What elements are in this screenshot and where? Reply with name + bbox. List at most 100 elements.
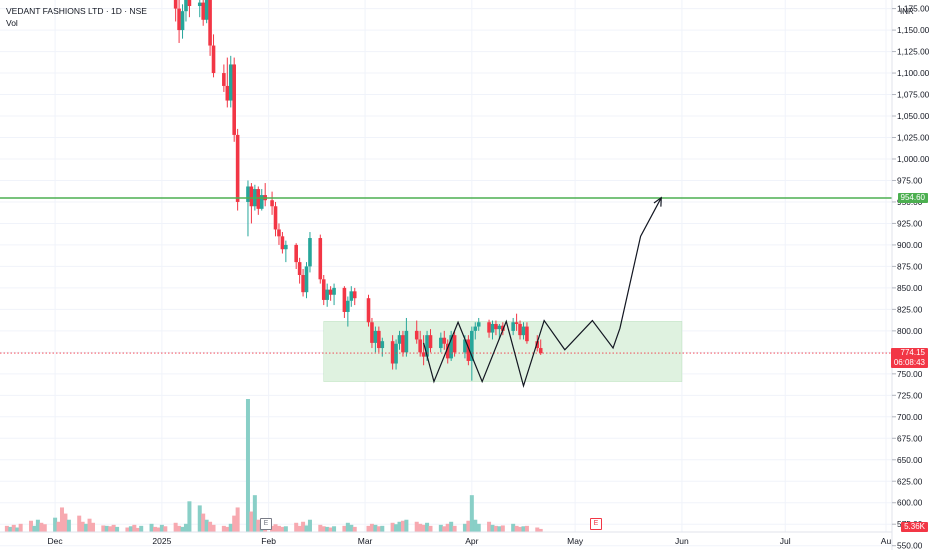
volume-bar: [400, 520, 405, 532]
price-tick-label: 750.00: [897, 369, 923, 379]
volume-bar: [56, 521, 61, 532]
volume-label[interactable]: Vol: [6, 18, 18, 28]
volume-bar: [232, 515, 237, 532]
candle-body: [404, 330, 409, 353]
candle-body: [187, 0, 192, 7]
candle-body: [414, 330, 419, 340]
candle-body: [208, 0, 212, 46]
volume-bar: [445, 523, 450, 532]
volume-bar: [394, 524, 399, 532]
candle-body: [342, 287, 347, 312]
volume-bar: [156, 527, 161, 532]
candle-body: [273, 206, 278, 230]
time-tick-label: Dec: [48, 536, 64, 546]
chart-grid: [0, 0, 892, 547]
time-tick-label: May: [567, 536, 584, 546]
volume-bars: [4, 399, 543, 532]
candle-body: [246, 186, 250, 202]
volume-bar: [438, 524, 443, 532]
candle-body: [332, 287, 336, 295]
candle-body: [325, 289, 329, 300]
candle-body: [476, 322, 481, 327]
volume-bar: [225, 526, 230, 532]
candle-body: [366, 298, 371, 323]
volume-bar: [318, 524, 323, 532]
volume-bar: [211, 524, 216, 532]
volume-bar: [177, 525, 182, 532]
candle-body: [373, 330, 378, 343]
volume-bar: [497, 526, 502, 532]
volume-bar: [428, 525, 433, 532]
price-tick-label: 925.00: [897, 218, 923, 228]
candle-body: [452, 335, 457, 353]
volume-bar: [32, 525, 37, 532]
candle-body: [463, 339, 467, 353]
volume-bar: [152, 526, 157, 532]
price-tick-label: 1,050.00: [897, 111, 930, 121]
volume-bar: [390, 522, 395, 532]
volume-bar: [245, 399, 250, 532]
price-tick-label: 850.00: [897, 283, 923, 293]
candle-body: [225, 85, 230, 101]
volume-bar: [452, 525, 457, 532]
candle-body: [428, 335, 433, 349]
volume-bar: [80, 521, 85, 532]
volume-bar: [77, 515, 82, 532]
volume-bar: [53, 517, 58, 532]
candle-body: [184, 0, 188, 12]
volume-bar: [87, 518, 92, 532]
volume-bar: [187, 501, 192, 532]
candle-body: [439, 337, 443, 349]
volume-bar: [101, 525, 106, 532]
resistance-price-tag: 954.60: [897, 193, 928, 203]
volume-bar: [139, 525, 144, 532]
candle-body: [328, 289, 333, 295]
candle-body: [259, 195, 264, 209]
volume-bar: [249, 511, 254, 532]
candle-body: [487, 322, 491, 333]
volume-bar: [421, 524, 426, 532]
volume-bar: [380, 525, 385, 532]
volume-bar: [59, 507, 64, 532]
volume-bar: [493, 525, 498, 532]
time-axis: Dec 2025 Feb Mar Apr May Jun Jul Au: [48, 536, 892, 546]
candle-body: [497, 325, 502, 330]
volume-bar: [104, 525, 109, 532]
volume-bar: [332, 526, 337, 532]
volume-bar: [518, 526, 523, 532]
volume-bar: [535, 527, 540, 532]
last-price-tag: 774.15 06:08:43: [890, 348, 928, 369]
volume-bar: [321, 526, 326, 532]
symbol-title[interactable]: VEDANT FASHIONS LTD · 1D · NSE: [6, 6, 147, 16]
volume-bar: [252, 495, 257, 532]
time-tick-label: Apr: [465, 536, 478, 546]
volume-bar: [297, 525, 302, 532]
volume-bar: [221, 525, 226, 532]
projection-zigzag-path[interactable]: [423, 197, 662, 389]
candle-body: [501, 325, 505, 331]
candle-body: [301, 275, 305, 293]
volume-bar: [270, 525, 275, 532]
candle-body: [294, 244, 298, 263]
volume-bar: [15, 527, 20, 532]
candle-body: [401, 335, 405, 353]
volume-bar: [307, 519, 312, 532]
volume-bar: [294, 522, 299, 532]
earnings-marker-past[interactable]: E: [260, 518, 272, 530]
candle-body: [308, 238, 312, 267]
time-tick-label: Au: [881, 536, 892, 546]
volume-bar: [235, 507, 240, 532]
candle-body: [222, 73, 226, 86]
volume-bar: [366, 525, 371, 532]
earnings-marker-upcoming[interactable]: E: [590, 518, 602, 530]
volume-bar: [276, 525, 281, 532]
volume-bar: [425, 522, 430, 532]
volume-bar: [35, 519, 40, 532]
candle-body: [418, 339, 422, 353]
volume-bar: [42, 524, 47, 532]
volume-bar: [301, 521, 306, 532]
volume-bar: [538, 528, 543, 532]
volume-bar: [11, 524, 16, 532]
candle-body: [277, 229, 281, 237]
